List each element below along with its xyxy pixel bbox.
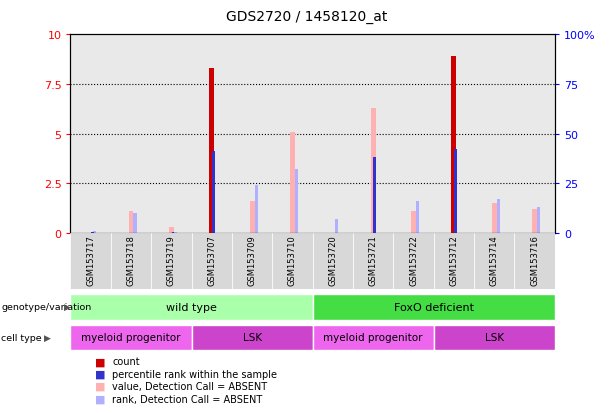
Bar [514,35,555,233]
Text: LSK: LSK [243,332,262,343]
Text: rank, Detection Call = ABSENT: rank, Detection Call = ABSENT [112,394,262,404]
Text: ■: ■ [95,356,105,366]
Bar [373,158,376,233]
Text: GSM153722: GSM153722 [409,235,418,286]
Text: GSM153707: GSM153707 [207,235,216,286]
Bar [353,233,394,289]
Bar [134,214,137,233]
Bar [272,233,313,289]
Bar [169,228,174,233]
Bar [212,152,215,233]
Bar [70,35,111,233]
Bar [411,211,416,233]
Bar [514,233,555,289]
Bar [353,35,394,233]
Text: myeloid progenitor: myeloid progenitor [82,332,181,343]
Text: ▶: ▶ [64,302,70,311]
Bar [111,233,151,289]
Text: GSM153710: GSM153710 [288,235,297,286]
Bar [532,209,537,233]
Bar [492,204,497,233]
Bar [433,35,474,233]
Bar [313,233,353,289]
Bar [209,69,215,233]
Bar [335,219,338,233]
Bar [295,170,298,233]
Bar [151,233,191,289]
Bar [272,35,313,233]
Bar [497,199,500,233]
Bar [433,233,474,289]
Text: GDS2720 / 1458120_at: GDS2720 / 1458120_at [226,10,387,24]
Bar [129,211,134,233]
Bar [474,233,514,289]
Bar [394,35,434,233]
Text: ▶: ▶ [44,333,51,342]
Bar [313,325,434,350]
Text: GSM153718: GSM153718 [126,235,135,286]
Text: GSM153714: GSM153714 [490,235,499,286]
Text: ■: ■ [95,394,105,404]
Bar [93,232,96,233]
Text: GSM153720: GSM153720 [329,235,337,286]
Bar [70,325,191,350]
Bar [151,35,191,233]
Text: ■: ■ [95,381,105,391]
Text: wild type: wild type [166,302,217,312]
Bar [191,35,232,233]
Text: cell type: cell type [1,333,42,342]
Bar [290,132,295,233]
Bar [254,186,257,233]
Text: genotype/variation: genotype/variation [1,302,91,311]
Bar [433,325,555,350]
Text: count: count [112,356,140,366]
Bar [70,294,313,320]
Text: GSM153719: GSM153719 [167,235,176,286]
Text: value, Detection Call = ABSENT: value, Detection Call = ABSENT [112,381,267,391]
Text: ■: ■ [95,369,105,379]
Bar [111,35,151,233]
Bar [70,233,111,289]
Text: GSM153712: GSM153712 [449,235,459,286]
Bar [394,233,434,289]
Bar [232,233,272,289]
Text: GSM153716: GSM153716 [530,235,539,286]
Bar [416,202,419,233]
Bar [313,294,555,320]
Bar [191,233,232,289]
Text: LSK: LSK [485,332,504,343]
Bar [371,109,376,233]
Bar [537,208,540,233]
Text: percentile rank within the sample: percentile rank within the sample [112,369,277,379]
Bar [454,150,457,233]
Text: GSM153709: GSM153709 [248,235,257,286]
Text: FoxO deficient: FoxO deficient [394,302,474,312]
Bar [451,57,457,233]
Text: GSM153721: GSM153721 [368,235,378,286]
Bar [191,325,313,350]
Text: myeloid progenitor: myeloid progenitor [324,332,423,343]
Bar [474,35,514,233]
Text: GSM153717: GSM153717 [86,235,95,286]
Bar [249,202,254,233]
Bar [313,35,353,233]
Bar [232,35,272,233]
